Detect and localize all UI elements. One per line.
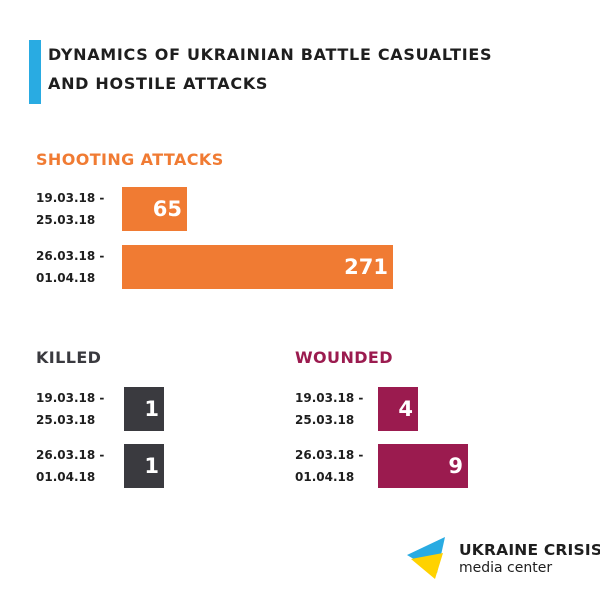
logo-name: UKRAINE CRISIS bbox=[459, 541, 600, 559]
wounded-row-1-label: 19.03.18 - 25.03.18 bbox=[295, 387, 363, 431]
title-accent-bar bbox=[29, 40, 41, 104]
killed-row-2-label-line-1: 26.03.18 - bbox=[36, 448, 105, 462]
shooting-bar-2-value: 271 bbox=[344, 255, 388, 279]
shooting-bar-2: 271 bbox=[122, 245, 393, 289]
ukraine-crisis-logo-icon bbox=[407, 537, 445, 579]
killed-row-2-label: 26.03.18 - 01.04.18 bbox=[36, 444, 104, 488]
wounded-bar-1: 4 bbox=[378, 387, 418, 431]
page-title-line-2: and hostile attacks bbox=[48, 74, 269, 93]
wounded-row-2-label-line-2: 01.04.18 bbox=[295, 470, 355, 484]
shooting-row-2-label: 26.03.18 - 01.04.18 bbox=[36, 245, 104, 289]
shooting-bar-1-value: 65 bbox=[152, 197, 182, 221]
wounded-bar-2: 9 bbox=[378, 444, 468, 488]
killed-row-1-label-line-2: 25.03.18 bbox=[36, 413, 96, 427]
killed-bar-1-value: 1 bbox=[144, 397, 159, 421]
shooting-row-1-label: 19.03.18 - 25.03.18 bbox=[36, 187, 104, 231]
logo-subtitle: media center bbox=[459, 560, 553, 576]
killed-row-1-label-line-1: 19.03.18 - bbox=[36, 391, 105, 405]
killed-row-2-label-line-2: 01.04.18 bbox=[36, 470, 96, 484]
killed-bar-1: 1 bbox=[124, 387, 164, 431]
wounded-bar-1-value: 4 bbox=[398, 397, 413, 421]
killed-title: Killed bbox=[36, 348, 102, 367]
wounded-row-1-label-line-2: 25.03.18 bbox=[295, 413, 355, 427]
shooting-row-1-label-line-1: 19.03.18 - bbox=[36, 191, 105, 205]
shooting-bar-1: 65 bbox=[122, 187, 187, 231]
wounded-title: Wounded bbox=[295, 348, 393, 367]
killed-row-1-label: 19.03.18 - 25.03.18 bbox=[36, 387, 104, 431]
page-title: Dynamics of Ukrainian battle casualties … bbox=[48, 40, 528, 98]
wounded-row-2-label: 26.03.18 - 01.04.18 bbox=[295, 444, 363, 488]
killed-bar-2: 1 bbox=[124, 444, 164, 488]
shooting-row-2-label-line-2: 01.04.18 bbox=[36, 271, 96, 285]
killed-bar-2-value: 1 bbox=[144, 454, 159, 478]
page-title-line-1: Dynamics of Ukrainian battle casualties bbox=[48, 45, 493, 64]
shooting-row-2-label-line-1: 26.03.18 - bbox=[36, 249, 105, 263]
wounded-row-2-label-line-1: 26.03.18 - bbox=[295, 448, 364, 462]
ukraine-crisis-logo: UKRAINE CRISIS media center bbox=[405, 535, 600, 585]
wounded-bar-2-value: 9 bbox=[448, 454, 463, 478]
wounded-row-1-label-line-1: 19.03.18 - bbox=[295, 391, 364, 405]
shooting-attacks-title: Shooting attacks bbox=[36, 150, 224, 169]
shooting-row-1-label-line-2: 25.03.18 bbox=[36, 213, 96, 227]
